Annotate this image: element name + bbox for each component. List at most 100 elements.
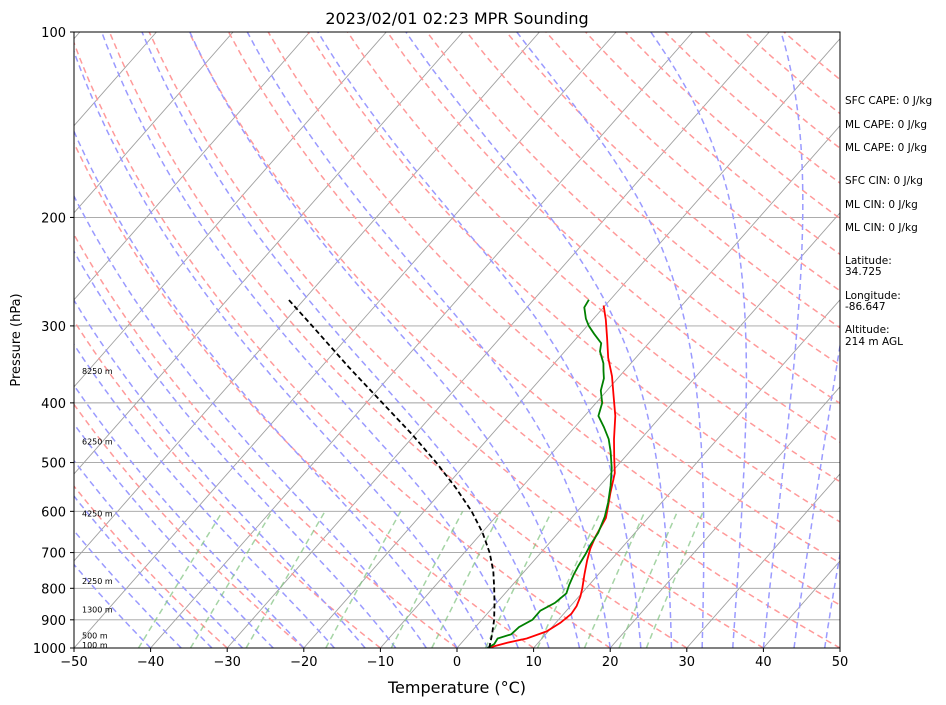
dry-adiabat-line <box>148 32 764 648</box>
y-axis-label: Pressure (hPa) <box>9 293 24 386</box>
height-label: 1300 m <box>82 606 113 615</box>
background-lines <box>0 32 840 648</box>
moist-adiabat-line <box>650 32 748 648</box>
y-tick-label: 100 <box>41 26 66 41</box>
dry-adiabat-line <box>74 233 458 648</box>
height-label: 100 m <box>82 641 108 650</box>
dry-adiabat-line <box>307 32 840 523</box>
moist-adiabat-line <box>74 422 274 648</box>
ml-cin-text-1: ML CIN: 0 J/kg <box>845 199 918 211</box>
moist-adiabat-line <box>74 384 305 648</box>
moist-adiabat-line <box>74 459 244 648</box>
dry-adiabat-line <box>346 32 840 483</box>
mixing-ratio-line <box>645 511 704 648</box>
mixing-ratio-line <box>390 510 464 648</box>
moist-adiabat-line <box>246 32 611 648</box>
isotherm-line <box>74 32 387 388</box>
isotherm-line <box>226 32 770 648</box>
side-panel: SFC CAPE: 0 J/kg ML CAPE: 0 J/kg ML CAPE… <box>845 95 932 348</box>
mixing-ratio-line <box>618 510 679 648</box>
x-tick-label: 0 <box>453 655 461 670</box>
mixing-ratio-line <box>325 510 402 648</box>
isotherm-line <box>686 473 840 648</box>
isotherm-line <box>0 32 3 648</box>
y-tick-label: 400 <box>41 397 66 412</box>
ml-cape-text-2: ML CAPE: 0 J/kg <box>845 142 927 154</box>
altitude-label: Altitude: <box>845 324 890 336</box>
dry-adiabat-line <box>545 32 840 292</box>
height-label: 2250 m <box>82 577 113 586</box>
moist-adiabat-line <box>405 32 673 648</box>
ml-cin-text-2: ML CIN: 0 J/kg <box>845 222 918 234</box>
x-axis-label: Temperature (°C) <box>387 678 526 697</box>
y-tick-label: 200 <box>41 211 66 226</box>
sfc-cin-text: SFC CIN: 0 J/kg <box>845 175 923 187</box>
moist-adiabat-line <box>74 529 182 648</box>
height-label: 6250 m <box>82 437 113 446</box>
moist-adiabat-line <box>100 32 519 648</box>
dry-adiabat-line <box>108 32 688 648</box>
moist-adiabat-line <box>74 49 489 648</box>
mixing-ratio-line <box>583 510 646 648</box>
dry-adiabat-line <box>386 32 840 444</box>
height-label: 8250 m <box>82 367 113 376</box>
moist-adiabat-line <box>516 32 705 648</box>
moist-adiabat-line <box>74 494 213 648</box>
latitude-value: 34.725 <box>845 266 882 278</box>
y-tick-label: 300 <box>41 320 66 335</box>
y-tick-label: 800 <box>41 582 66 597</box>
mixing-ratio-line <box>189 510 273 648</box>
series-layer <box>287 299 617 648</box>
x-tick-label: 50 <box>832 655 849 670</box>
isotherm-line <box>380 125 840 648</box>
y-tick-label: 600 <box>41 505 66 520</box>
x-tick-label: 40 <box>755 655 772 670</box>
latitude-label: Latitude: <box>845 255 892 267</box>
isotherm-line <box>456 212 840 648</box>
plot-frame <box>73 31 841 649</box>
isotherm-line <box>74 32 540 562</box>
chart-title: 2023/02/01 02:23 MPR Sounding <box>325 9 588 28</box>
isotherm-line <box>533 299 840 648</box>
moist-adiabat-line <box>762 32 804 648</box>
dry-adiabat-line <box>188 32 840 648</box>
isotherm-line <box>303 38 840 648</box>
moist-adiabat-line <box>74 249 397 648</box>
y-axis: 1000 900 800 700 600 500 400 300 200 100 <box>33 26 74 657</box>
isotherm-line <box>74 32 234 214</box>
mixing-ratio-line <box>245 510 326 648</box>
height-label: 4250 m <box>82 510 113 519</box>
height-label: 500 m <box>82 632 108 641</box>
longitude-value: -86.647 <box>845 301 886 313</box>
temperature-line <box>487 305 617 648</box>
mixing-ratio-line <box>484 510 553 648</box>
moist-adiabat-line <box>74 129 458 648</box>
isotherm-line <box>74 32 617 648</box>
moist-adiabat-line <box>823 550 840 648</box>
longitude-label: Longitude: <box>845 290 901 302</box>
y-tick-label: 500 <box>41 457 66 472</box>
x-axis: −50 −40 −30 −20 −10 0 10 20 30 40 50 <box>60 648 848 670</box>
dry-adiabat-line <box>74 141 535 648</box>
dewpoint-line <box>487 299 613 648</box>
mixing-ratio-line <box>536 510 602 648</box>
x-tick-label: 30 <box>679 655 696 670</box>
moist-adiabat-line <box>793 341 840 648</box>
mixing-ratio-line <box>431 510 502 648</box>
parcel-profile-line <box>287 299 496 648</box>
x-tick-label: 10 <box>525 655 542 670</box>
ml-cape-text-1: ML CAPE: 0 J/kg <box>845 119 927 131</box>
dry-adiabat-line <box>267 32 840 564</box>
isotherm-line <box>74 32 311 301</box>
y-tick-label: 700 <box>41 547 66 562</box>
altitude-value: 214 m AGL <box>845 336 903 348</box>
isotherm-line <box>150 32 694 648</box>
y-tick-label: 1000 <box>33 642 66 657</box>
x-tick-label: −20 <box>290 655 317 670</box>
x-tick-label: 20 <box>602 655 619 670</box>
moist-adiabat-line <box>74 194 427 648</box>
dry-adiabat-line <box>74 485 228 648</box>
isotherm-line <box>74 32 464 475</box>
